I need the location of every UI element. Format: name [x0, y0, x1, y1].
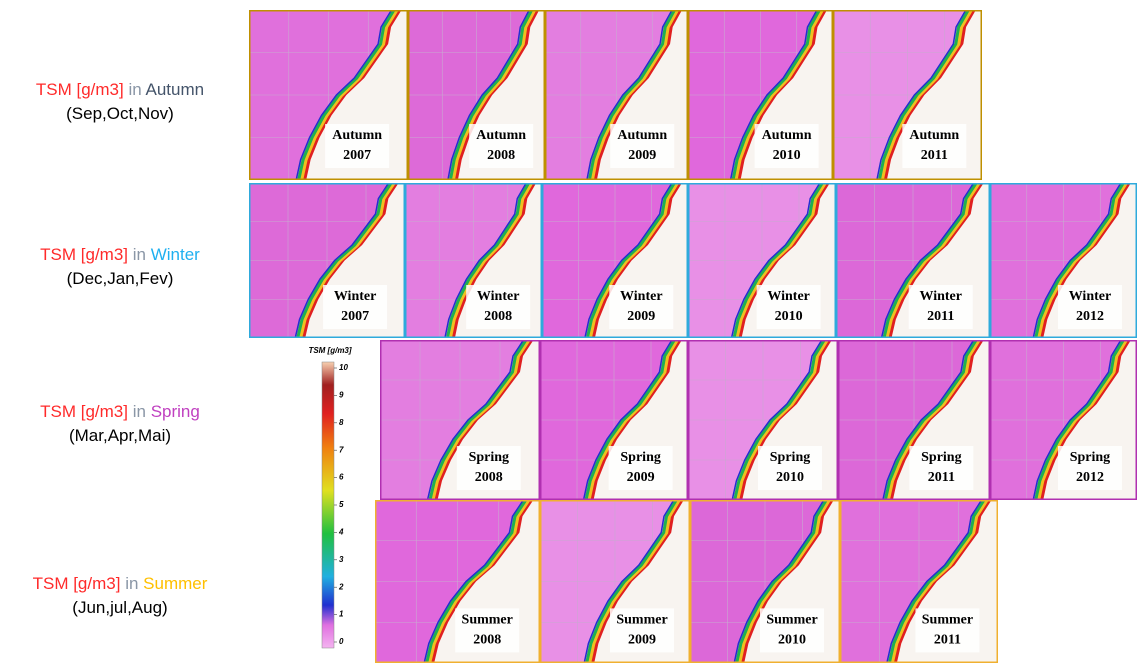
map-panel: Summer 2008	[375, 500, 540, 663]
colorbar-tick-label: 3	[339, 555, 344, 564]
panel-year: 2010	[776, 470, 804, 485]
panel-year: 2010	[773, 148, 801, 163]
panel-label: Autumn	[476, 128, 526, 143]
map-panel: Winter 2007	[249, 183, 405, 338]
row-title: TSM [g/m3] in Winter	[0, 243, 240, 267]
colorbar-title: TSM [g/m3]	[308, 346, 351, 355]
page: Autumn2007Autumn2008Autumn2009Autumn2010…	[0, 0, 1137, 665]
panel-year: 2012	[1076, 470, 1104, 485]
panel-year: 2012	[1076, 309, 1104, 324]
colorbar-tick-label: 5	[339, 500, 344, 509]
map-panel: Spring 2009	[540, 340, 688, 500]
panel-year: 2010	[775, 309, 803, 324]
row-season: Summer	[143, 574, 207, 593]
panel-label: Spring	[620, 450, 660, 465]
map-panel: Winter 2012	[990, 183, 1137, 338]
panel-label: Winter	[919, 289, 962, 304]
row-title: TSM [g/m3] in Summer	[0, 572, 240, 596]
row-season: Autumn	[146, 80, 205, 99]
panel-label: Summer	[616, 613, 667, 628]
map-panel: Winter 2009	[542, 183, 688, 338]
map-panel: Spring 2008	[380, 340, 540, 500]
colorbar	[322, 362, 334, 648]
map-panel: Spring 2012	[990, 340, 1137, 500]
map-panel: Winter 2011	[836, 183, 990, 338]
colorbar-tick-label: 4	[338, 528, 344, 537]
row-conj: in	[125, 574, 138, 593]
row-label: TSM [g/m3] in Winter(Dec,Jan,Fev)	[0, 243, 240, 291]
map-panel: Summer 2011	[840, 500, 998, 663]
row-months: (Dec,Jan,Fev)	[0, 267, 240, 291]
panel-year: 2008	[473, 633, 501, 648]
map-panel: Autumn 2008	[408, 10, 545, 180]
panel-label: Spring	[770, 450, 810, 465]
panel-label: Spring	[469, 450, 509, 465]
panel-year: 2009	[628, 633, 656, 648]
colorbar-tick-label: 10	[339, 363, 348, 372]
row-prefix: TSM [g/m3]	[33, 574, 121, 593]
row-label: TSM [g/m3] in Spring(Mar,Apr,Mai)	[0, 400, 240, 448]
row-conj: in	[128, 80, 141, 99]
panel-label: Spring	[1070, 450, 1110, 465]
panel-label: Winter	[477, 289, 520, 304]
colorbar-tick-label: 2	[338, 582, 344, 591]
row-months: (Sep,Oct,Nov)	[0, 102, 240, 126]
panel-year: 2008	[475, 470, 503, 485]
row-title: TSM [g/m3] in Spring	[0, 400, 240, 424]
panel-label: Summer	[922, 613, 973, 628]
panel-year: 2009	[627, 309, 655, 324]
panel-year: 2008	[484, 309, 512, 324]
panel-label: Winter	[767, 289, 810, 304]
panel-label: Winter	[334, 289, 377, 304]
panel-year: 2009	[628, 148, 656, 163]
row-season: Winter	[151, 245, 200, 264]
colorbar-tick-label: 1	[339, 610, 344, 619]
row-conj: in	[133, 402, 146, 421]
panel-label: Summer	[766, 613, 817, 628]
row-prefix: TSM [g/m3]	[40, 245, 128, 264]
panel-label: Summer	[462, 613, 513, 628]
panel-year: 2007	[343, 148, 371, 163]
panel-year: 2009	[627, 470, 655, 485]
panel-label: Autumn	[332, 128, 382, 143]
map-panel: Autumn 2007	[249, 10, 408, 180]
map-panel: Autumn 2010	[688, 10, 833, 180]
panel-year: 2011	[928, 470, 955, 485]
panel-label: Autumn	[909, 128, 959, 143]
colorbar-tick-label: 0	[339, 637, 344, 646]
row-label: TSM [g/m3] in Autumn(Sep,Oct,Nov)	[0, 78, 240, 126]
panel-year: 2007	[341, 309, 369, 324]
colorbar-tick-label: 7	[339, 445, 344, 454]
map-panel: Winter 2008	[405, 183, 542, 338]
map-panel: Autumn 2009	[545, 10, 688, 180]
panel-year: 2010	[778, 633, 806, 648]
map-panel: Spring 2011	[838, 340, 990, 500]
colorbar-tick-label: 9	[339, 391, 344, 400]
map-panel: Summer 2009	[540, 500, 690, 663]
panel-label: Spring	[921, 450, 961, 465]
panel-label: Autumn	[617, 128, 667, 143]
row-prefix: TSM [g/m3]	[36, 80, 124, 99]
panel-label: Autumn	[762, 128, 812, 143]
map-panel: Summer 2010	[690, 500, 840, 663]
colorbar-tick-label: 6	[339, 473, 344, 482]
map-panel: Winter 2010	[688, 183, 836, 338]
panel-label: Winter	[1069, 289, 1112, 304]
panel-label: Winter	[620, 289, 663, 304]
panel-year: 2011	[921, 148, 948, 163]
row-months: (Jun,jul,Aug)	[0, 596, 240, 620]
panel-year: 2011	[934, 633, 961, 648]
map-panel: Spring 2010	[688, 340, 838, 500]
panel-year: 2008	[487, 148, 515, 163]
panel-year: 2011	[927, 309, 954, 324]
row-prefix: TSM [g/m3]	[40, 402, 128, 421]
row-conj: in	[133, 245, 146, 264]
row-title: TSM [g/m3] in Autumn	[0, 78, 240, 102]
row-months: (Mar,Apr,Mai)	[0, 424, 240, 448]
map-panel: Autumn 2011	[833, 10, 982, 180]
colorbar-tick-label: 8	[339, 418, 344, 427]
row-season: Spring	[151, 402, 200, 421]
row-label: TSM [g/m3] in Summer(Jun,jul,Aug)	[0, 572, 240, 620]
